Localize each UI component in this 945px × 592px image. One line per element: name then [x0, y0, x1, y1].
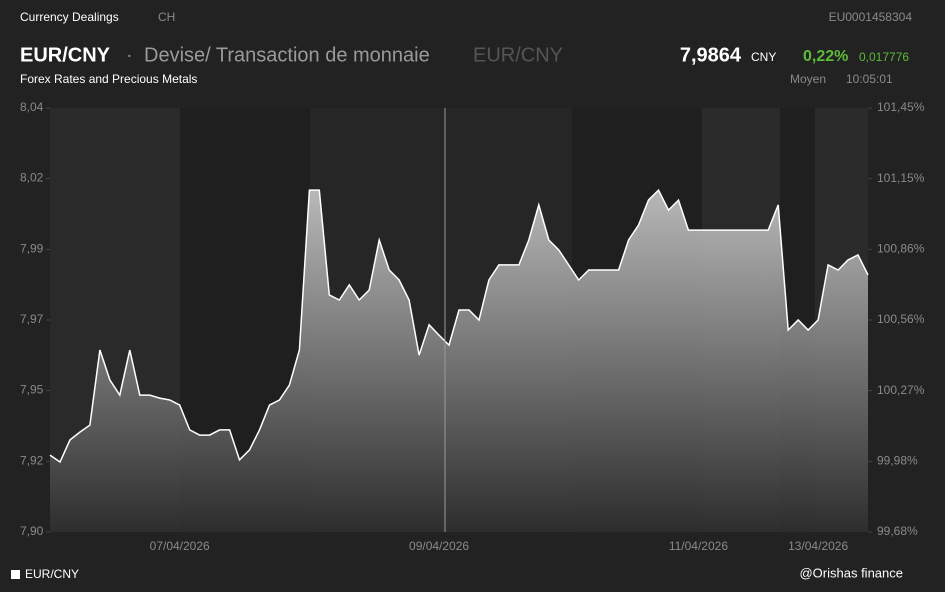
change: 0,017776 [859, 50, 909, 64]
credit: @Orishas finance [799, 565, 903, 580]
instrument-name: Devise/ Transaction de monnaie [144, 44, 430, 66]
y2-tick-label: 100,86% [877, 242, 925, 256]
section: Currency Dealings [20, 10, 119, 24]
price: 7,9864 [680, 44, 742, 66]
area [50, 190, 868, 532]
time: 10:05:01 [846, 72, 893, 86]
y-tick-label: 7,95 [20, 383, 44, 397]
price-type: Moyen [790, 72, 826, 86]
country: CH [158, 10, 175, 24]
x-tick-label: 13/04/2026 [788, 539, 848, 553]
isin: EU0001458304 [829, 10, 913, 24]
subtitle: Forex Rates and Precious Metals [20, 72, 197, 86]
y-tick-label: 7,92 [20, 454, 44, 468]
legend-swatch [11, 570, 20, 579]
change-pct: 0,22% [803, 48, 848, 65]
separator: · [126, 44, 133, 66]
pair: EUR/CNY [473, 44, 563, 66]
line [49, 188, 869, 464]
y-tick-label: 7,97 [20, 312, 44, 326]
y2-tick-label: 101,45% [877, 100, 925, 114]
y2-tick-label: 100,27% [877, 383, 925, 397]
y-tick-label: 8,04 [20, 100, 44, 114]
y2-tick-label: 101,15% [877, 171, 925, 185]
x-tick-label: 07/04/2026 [150, 539, 210, 553]
y-tick-label: 8,02 [20, 171, 44, 185]
y-tick-label: 7,90 [20, 524, 44, 538]
x-tick-label: 09/04/2026 [409, 539, 469, 553]
x-tick-label: 11/04/2026 [669, 539, 728, 553]
y2-tick-label: 99,98% [877, 454, 918, 468]
legend-label: EUR/CNY [25, 567, 79, 581]
y2-tick-label: 99,68% [877, 524, 918, 538]
symbol: EUR/CNY [20, 44, 111, 66]
currency: CNY [751, 50, 776, 64]
y-tick-label: 7,99 [20, 242, 44, 256]
y2-tick-label: 100,56% [877, 312, 925, 326]
